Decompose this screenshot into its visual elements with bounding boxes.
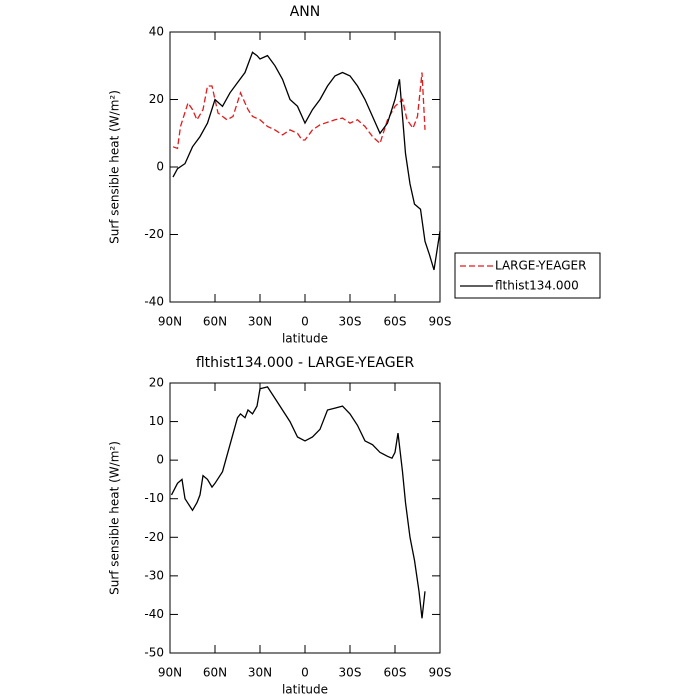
x-tick-label: 60S [384, 315, 407, 329]
x-tick-label: 30S [339, 666, 362, 680]
x-tick-label: 60N [203, 666, 227, 680]
x-tick-label: 90N [158, 315, 182, 329]
x-tick-label: 60S [384, 666, 407, 680]
y-tick-label: -40 [144, 295, 164, 309]
legend-label: LARGE-YEAGER [495, 259, 586, 273]
y-tick-label: 20 [149, 92, 164, 106]
y-tick-label: 10 [149, 414, 164, 428]
x-tick-label: 30S [339, 315, 362, 329]
x-tick-label: 60N [203, 315, 227, 329]
data-line [170, 386, 426, 619]
y-tick-label: -20 [144, 227, 164, 241]
plot-frame [169, 382, 441, 654]
x-axis-label: latitude [282, 683, 328, 697]
x-tick-label: 90S [429, 666, 452, 680]
y-tick-label: 0 [156, 453, 164, 467]
y-axis-label: Surf sensible heat (W/m²) [108, 441, 122, 595]
y-tick-label: -30 [144, 568, 164, 582]
x-tick-label: 0 [301, 315, 309, 329]
chart-title: flthist134.000 - LARGE-YEAGER [196, 355, 415, 371]
y-axis-label: Surf sensible heat (W/m²) [108, 90, 122, 244]
legend-box [454, 252, 601, 299]
chart-title: ANN [290, 4, 321, 20]
y-tick-label: 0 [156, 160, 164, 174]
plot-frame [169, 31, 441, 303]
x-tick-label: 0 [301, 666, 309, 680]
y-tick-label: -40 [144, 607, 164, 621]
data-line [172, 51, 441, 271]
y-tick-label: -10 [144, 491, 164, 505]
y-tick-label: 40 [149, 25, 164, 39]
y-tick-label: 20 [149, 376, 164, 390]
legend-label: flthist134.000 [495, 279, 579, 293]
x-axis-label: latitude [282, 332, 328, 346]
y-tick-label: -20 [144, 530, 164, 544]
x-tick-label: 90N [158, 666, 182, 680]
x-tick-label: 90S [429, 315, 452, 329]
y-tick-label: -50 [144, 646, 164, 660]
x-tick-label: 30N [248, 666, 272, 680]
x-tick-label: 30N [248, 315, 272, 329]
